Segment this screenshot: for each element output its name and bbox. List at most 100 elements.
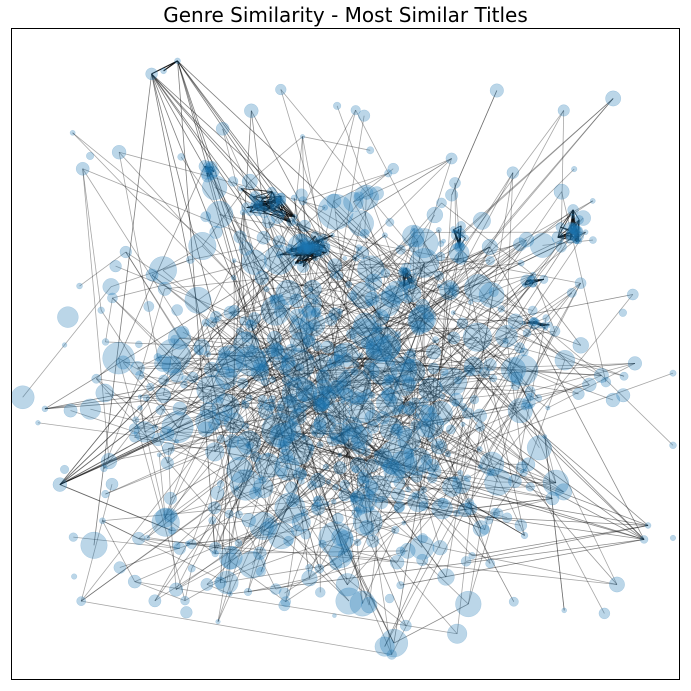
- edge: [531, 281, 582, 346]
- node: [285, 247, 292, 254]
- node: [522, 282, 528, 288]
- node: [226, 435, 252, 461]
- node: [215, 570, 239, 595]
- edge: [339, 433, 364, 483]
- edge: [59, 247, 307, 485]
- node: [265, 203, 275, 213]
- edge: [250, 110, 515, 602]
- edge: [177, 60, 375, 350]
- edge: [297, 338, 382, 417]
- node: [142, 394, 150, 402]
- edge: [397, 98, 614, 350]
- edge: [59, 484, 173, 532]
- node: [287, 418, 298, 429]
- node: [102, 341, 135, 375]
- node: [321, 204, 329, 211]
- edge: [217, 467, 288, 622]
- node: [249, 190, 262, 203]
- edge: [459, 225, 462, 247]
- node: [356, 246, 369, 260]
- edge: [279, 200, 618, 585]
- edge: [318, 396, 384, 458]
- edge: [296, 223, 649, 526]
- edge: [334, 257, 357, 266]
- edge: [396, 232, 415, 293]
- node: [323, 249, 330, 256]
- node: [262, 215, 276, 229]
- node: [76, 596, 87, 606]
- edge: [139, 396, 145, 432]
- edge: [144, 276, 413, 433]
- node: [447, 331, 461, 345]
- edge: [364, 476, 393, 655]
- edge: [378, 488, 471, 509]
- edge: [296, 223, 422, 321]
- node: [444, 451, 452, 458]
- node: [302, 321, 315, 334]
- edge: [70, 410, 159, 440]
- edge: [266, 480, 319, 530]
- edge: [545, 282, 581, 319]
- node: [129, 432, 140, 443]
- node: [338, 488, 351, 502]
- edge: [372, 350, 375, 418]
- node: [249, 193, 257, 201]
- edge: [400, 249, 440, 287]
- edge: [297, 316, 425, 414]
- node: [406, 348, 416, 358]
- edge: [322, 249, 357, 259]
- node: [270, 583, 282, 595]
- node: [128, 423, 140, 435]
- edge: [267, 384, 590, 467]
- node: [462, 322, 492, 352]
- edge: [134, 581, 458, 635]
- edge: [271, 191, 276, 198]
- node: [296, 248, 302, 254]
- node: [394, 500, 406, 513]
- node: [396, 362, 407, 373]
- edge: [96, 378, 407, 626]
- node: [99, 517, 106, 525]
- node: [151, 508, 180, 537]
- edge: [401, 402, 424, 408]
- node: [318, 252, 324, 258]
- node: [435, 251, 446, 262]
- node: [468, 552, 476, 560]
- node: [184, 540, 191, 547]
- edge: [311, 357, 390, 382]
- node: [340, 422, 368, 450]
- edge: [246, 277, 263, 338]
- edge: [158, 454, 167, 523]
- node: [269, 191, 281, 203]
- edge: [275, 349, 447, 578]
- edge: [441, 202, 534, 276]
- edge: [191, 487, 237, 569]
- node: [205, 442, 225, 462]
- edge: [293, 197, 305, 249]
- node: [342, 255, 348, 261]
- edge: [402, 270, 406, 285]
- edge: [470, 497, 553, 509]
- edge: [207, 353, 287, 360]
- node: [390, 356, 418, 384]
- node: [627, 356, 643, 371]
- node: [345, 426, 354, 435]
- edge: [211, 174, 340, 414]
- node: [398, 404, 404, 410]
- edge: [231, 361, 289, 442]
- edge: [59, 337, 180, 485]
- edge: [378, 292, 398, 350]
- node: [619, 371, 629, 381]
- node: [542, 434, 548, 439]
- edge: [317, 345, 434, 353]
- edge: [191, 497, 553, 545]
- node: [553, 183, 570, 200]
- node: [582, 229, 589, 236]
- node: [644, 522, 652, 529]
- edge: [233, 277, 270, 524]
- node: [427, 464, 442, 478]
- node: [330, 498, 337, 505]
- node: [472, 211, 491, 230]
- edge: [513, 369, 618, 585]
- edge: [182, 331, 261, 373]
